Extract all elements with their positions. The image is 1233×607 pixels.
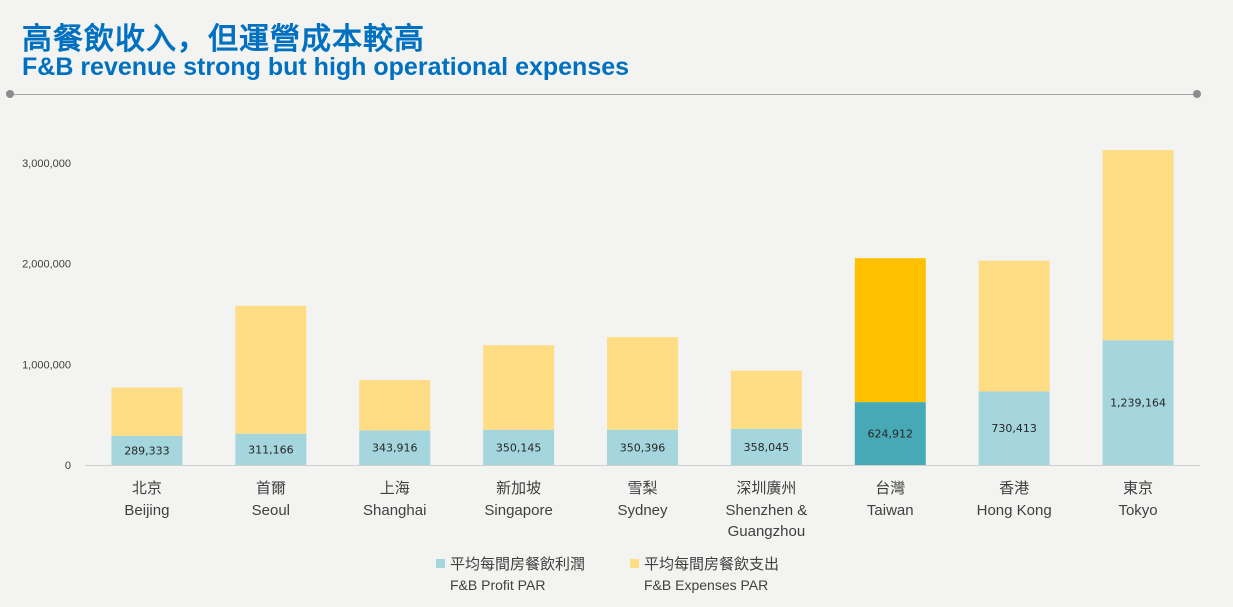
bar-expenses xyxy=(854,258,926,403)
bar-expenses xyxy=(1102,149,1174,341)
legend-swatch-expenses xyxy=(630,559,639,568)
data-label-profit: 311,166 xyxy=(248,443,294,456)
category-label-zh: 上海 xyxy=(380,479,410,497)
page-subtitle: F&B revenue strong but high operational … xyxy=(22,53,630,81)
divider-left-dot xyxy=(6,90,14,98)
y-tick-label: 3,000,000 xyxy=(22,158,71,170)
data-label-profit: 730,413 xyxy=(991,422,1037,435)
bar-profit xyxy=(607,429,678,465)
bar-expenses xyxy=(111,387,183,436)
category-label-zh: 東京 xyxy=(1123,479,1153,497)
bar-profit xyxy=(978,391,1050,465)
category-label-zh: 台灣 xyxy=(875,479,905,497)
bar-profit xyxy=(111,435,183,465)
data-label-profit: 289,333 xyxy=(124,444,170,457)
data-label-profit: 350,145 xyxy=(496,441,542,454)
legend-swatch-profit xyxy=(436,559,445,568)
category-label-en: Shenzhen & xyxy=(726,502,808,519)
category-label-en: Taiwan xyxy=(867,502,914,519)
legend-label-expenses-zh: 平均每間房餐飲支出 xyxy=(644,555,780,573)
data-label-profit: 358,045 xyxy=(744,441,790,454)
category-label-zh: 北京 xyxy=(132,479,162,497)
category-label-en: Beijing xyxy=(124,502,169,519)
category-label-en: Shanghai xyxy=(363,502,426,519)
bar-profit xyxy=(730,428,802,465)
data-label-profit: 1,239,164 xyxy=(1110,397,1166,410)
bar-profit xyxy=(235,433,307,465)
header-divider xyxy=(10,94,1197,95)
data-label-profit: 624,912 xyxy=(868,428,914,441)
legend-label-profit-zh: 平均每間房餐飲利潤 xyxy=(450,555,586,573)
category-label-en: Singapore xyxy=(484,502,552,519)
bar-profit xyxy=(483,429,555,465)
category-label-en: Guangzhou xyxy=(728,523,806,540)
bar-expenses xyxy=(607,337,678,430)
category-label-en: Tokyo xyxy=(1118,502,1157,519)
category-label-en: Hong Kong xyxy=(977,502,1052,519)
category-label-zh: 雪梨 xyxy=(627,479,657,497)
bar-expenses xyxy=(483,345,555,430)
legend-label-profit-en: F&B Profit PAR xyxy=(450,577,546,593)
y-tick-label: 2,000,000 xyxy=(22,259,71,271)
category-label-zh: 香港 xyxy=(999,479,1029,497)
divider-right-dot xyxy=(1193,90,1201,98)
bar-profit xyxy=(359,430,431,465)
bar-profit xyxy=(854,402,926,465)
data-label-profit: 343,916 xyxy=(372,442,418,455)
data-label-profit: 350,396 xyxy=(620,441,666,454)
bar-expenses xyxy=(235,305,307,434)
category-label-en: Seoul xyxy=(252,502,290,519)
category-label-zh: 深圳廣州 xyxy=(736,479,796,497)
bar-expenses xyxy=(730,370,802,429)
y-tick-label: 0 xyxy=(65,460,71,472)
bar-profit xyxy=(1102,340,1174,465)
y-tick-label: 1,000,000 xyxy=(22,359,71,371)
legend-label-expenses-en: F&B Expenses PAR xyxy=(644,577,769,593)
bar-expenses xyxy=(978,260,1050,392)
category-label-zh: 新加坡 xyxy=(496,479,541,497)
category-label-zh: 首爾 xyxy=(256,479,286,497)
category-label-en: Sydney xyxy=(617,502,668,519)
bar-expenses xyxy=(359,380,431,431)
page-title: 高餐飲收入，但運營成本較高 xyxy=(22,22,425,57)
